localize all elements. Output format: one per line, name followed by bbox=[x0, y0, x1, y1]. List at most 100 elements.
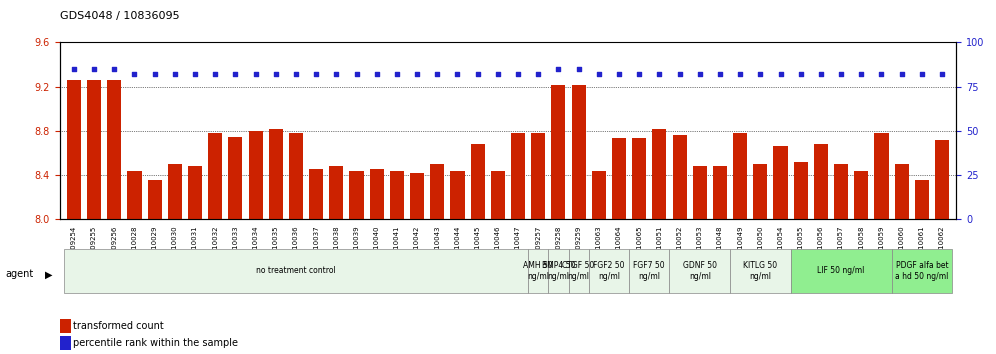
Bar bbox=[350, 171, 364, 354]
Point bbox=[349, 72, 365, 77]
Text: transformed count: transformed count bbox=[74, 321, 164, 331]
Bar bbox=[894, 164, 908, 354]
Point bbox=[813, 72, 829, 77]
Bar bbox=[108, 80, 122, 354]
FancyBboxPatch shape bbox=[569, 249, 589, 293]
Bar bbox=[269, 129, 283, 354]
FancyBboxPatch shape bbox=[589, 249, 629, 293]
Point bbox=[934, 72, 950, 77]
Point bbox=[409, 72, 425, 77]
Bar bbox=[914, 180, 929, 354]
Text: CTGF 50
ng/ml: CTGF 50 ng/ml bbox=[563, 261, 595, 280]
FancyBboxPatch shape bbox=[730, 249, 791, 293]
Point bbox=[631, 72, 647, 77]
Point bbox=[86, 66, 102, 72]
Bar bbox=[753, 164, 767, 354]
Point bbox=[329, 72, 345, 77]
Bar bbox=[491, 171, 505, 354]
Point bbox=[914, 72, 930, 77]
Point bbox=[369, 72, 384, 77]
Bar bbox=[774, 147, 788, 354]
Bar bbox=[309, 169, 324, 354]
Point bbox=[671, 72, 687, 77]
Bar bbox=[410, 173, 424, 354]
Point bbox=[449, 72, 465, 77]
Bar bbox=[470, 144, 485, 354]
Bar bbox=[167, 164, 182, 354]
Point bbox=[893, 72, 909, 77]
Point bbox=[752, 72, 768, 77]
Bar bbox=[713, 166, 727, 354]
Bar bbox=[60, 336, 71, 350]
Text: GDS4048 / 10836095: GDS4048 / 10836095 bbox=[60, 11, 179, 21]
Point bbox=[712, 72, 728, 77]
FancyBboxPatch shape bbox=[669, 249, 730, 293]
Point bbox=[207, 72, 223, 77]
Bar bbox=[692, 166, 707, 354]
Point bbox=[66, 66, 82, 72]
Point bbox=[268, 72, 284, 77]
Point bbox=[227, 72, 243, 77]
Point bbox=[490, 72, 506, 77]
Bar bbox=[67, 80, 81, 354]
FancyBboxPatch shape bbox=[891, 249, 952, 293]
Point bbox=[167, 72, 183, 77]
Point bbox=[773, 72, 789, 77]
Bar bbox=[450, 171, 464, 354]
Point bbox=[551, 66, 567, 72]
Point bbox=[510, 72, 526, 77]
Bar bbox=[430, 164, 444, 354]
Point bbox=[107, 66, 123, 72]
Point bbox=[470, 72, 486, 77]
Bar bbox=[127, 171, 141, 354]
Bar bbox=[289, 133, 303, 354]
Bar bbox=[147, 180, 161, 354]
Point bbox=[146, 72, 162, 77]
Text: FGF7 50
ng/ml: FGF7 50 ng/ml bbox=[633, 261, 665, 280]
Bar bbox=[935, 140, 949, 354]
Point bbox=[248, 72, 264, 77]
FancyBboxPatch shape bbox=[528, 249, 549, 293]
Point bbox=[793, 72, 809, 77]
Point bbox=[611, 72, 626, 77]
Text: GDNF 50
ng/ml: GDNF 50 ng/ml bbox=[682, 261, 717, 280]
Bar bbox=[228, 137, 242, 354]
Point bbox=[854, 72, 870, 77]
Bar bbox=[188, 166, 202, 354]
Bar bbox=[389, 171, 404, 354]
Bar bbox=[794, 162, 808, 354]
Point bbox=[591, 72, 607, 77]
Point bbox=[288, 72, 304, 77]
Bar bbox=[834, 164, 849, 354]
Bar bbox=[672, 136, 686, 354]
FancyBboxPatch shape bbox=[791, 249, 891, 293]
Text: AMH 50
ng/ml: AMH 50 ng/ml bbox=[523, 261, 553, 280]
Point bbox=[389, 72, 405, 77]
Text: percentile rank within the sample: percentile rank within the sample bbox=[74, 338, 238, 348]
Point bbox=[571, 66, 587, 72]
Point bbox=[429, 72, 445, 77]
Text: ▶: ▶ bbox=[45, 269, 53, 279]
Bar bbox=[511, 133, 525, 354]
FancyBboxPatch shape bbox=[64, 249, 528, 293]
Bar bbox=[632, 138, 646, 354]
Text: agent: agent bbox=[5, 269, 33, 279]
Point bbox=[732, 72, 748, 77]
Bar bbox=[552, 85, 566, 354]
Point bbox=[308, 72, 324, 77]
Point bbox=[126, 72, 142, 77]
Text: PDGF alfa bet
a hd 50 ng/ml: PDGF alfa bet a hd 50 ng/ml bbox=[895, 261, 948, 280]
Point bbox=[651, 72, 667, 77]
Point bbox=[833, 72, 849, 77]
Bar bbox=[60, 319, 71, 333]
Text: KITLG 50
ng/ml: KITLG 50 ng/ml bbox=[743, 261, 778, 280]
Point bbox=[692, 72, 708, 77]
Text: FGF2 50
ng/ml: FGF2 50 ng/ml bbox=[594, 261, 624, 280]
Bar bbox=[330, 166, 344, 354]
FancyBboxPatch shape bbox=[549, 249, 569, 293]
Point bbox=[873, 72, 889, 77]
Bar bbox=[208, 133, 222, 354]
Bar bbox=[592, 171, 606, 354]
Bar bbox=[814, 144, 828, 354]
Point bbox=[187, 72, 203, 77]
